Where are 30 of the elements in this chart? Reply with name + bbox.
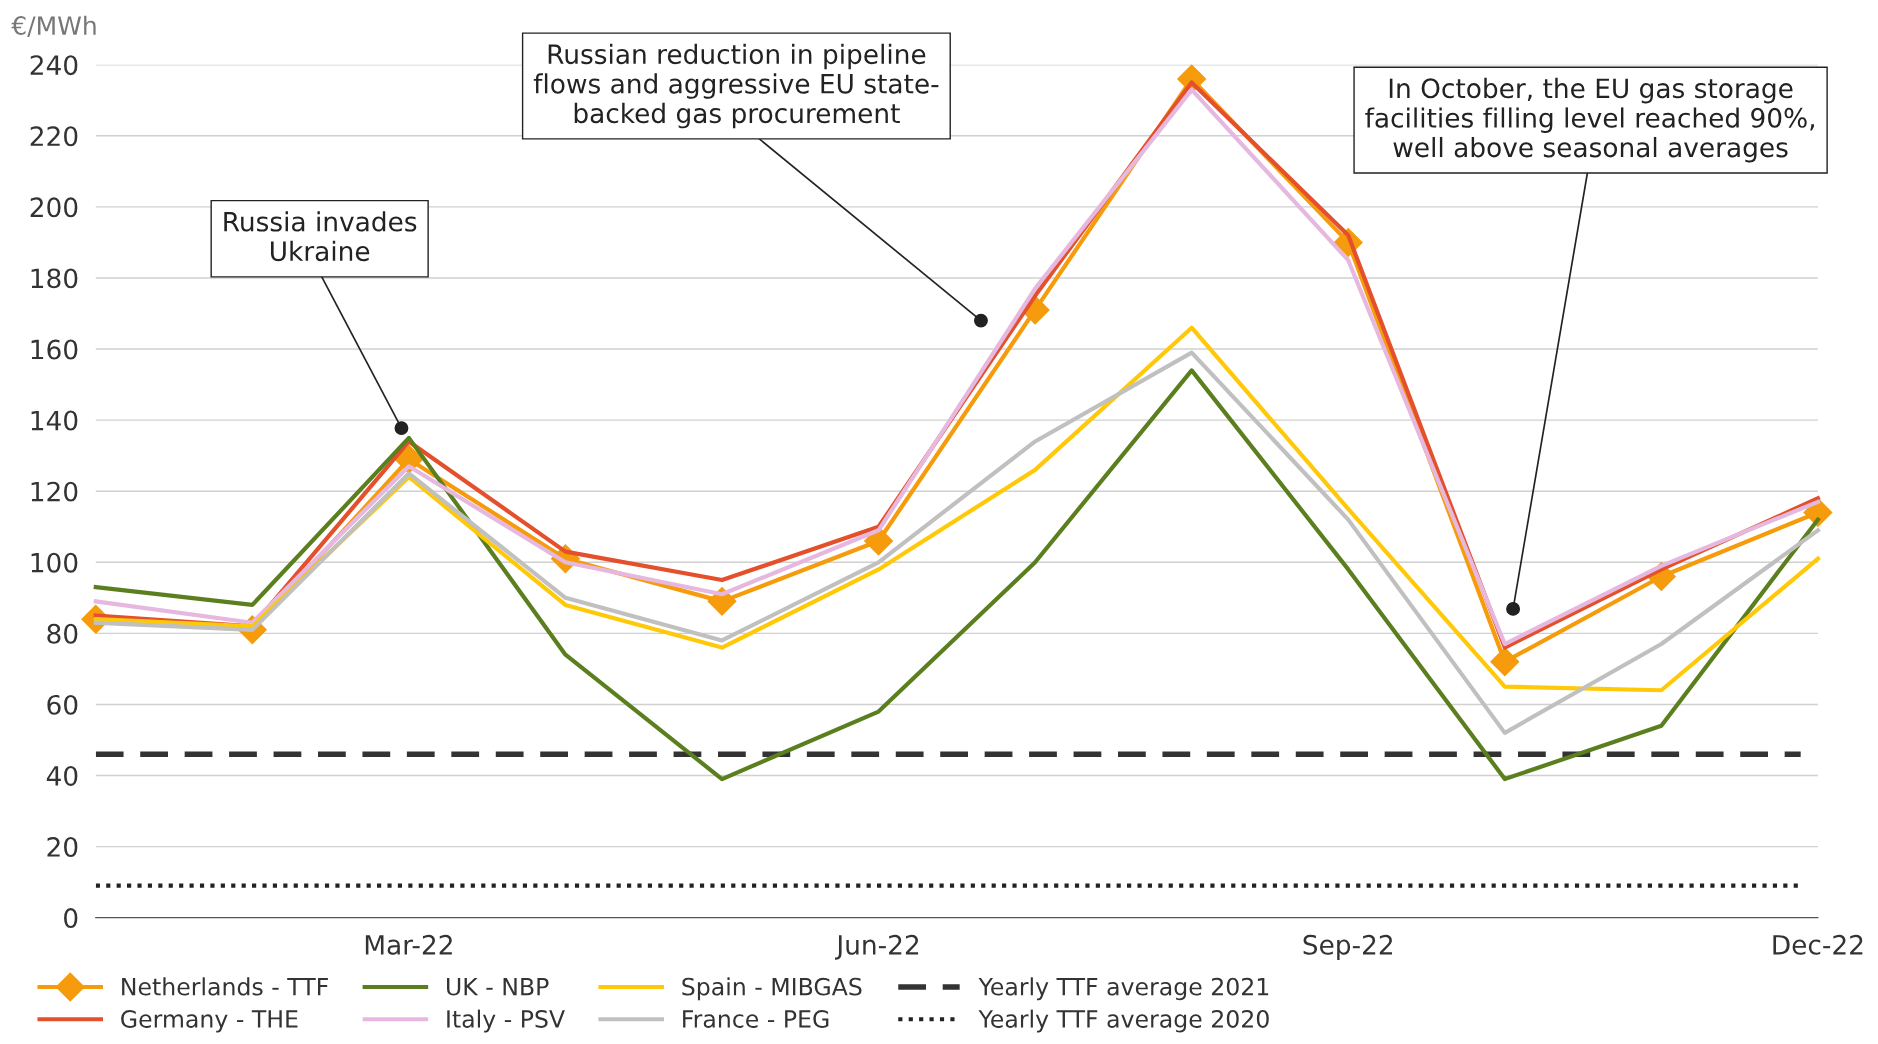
x-tick-label: Mar-22 — [365, 934, 452, 955]
annotation: Russia invades Ukraine — [224, 211, 417, 262]
x-tick-label: Sep-22 — [1303, 934, 1393, 960]
y-tick-label: 200 — [30, 197, 78, 218]
y-tick-label: 140 — [31, 410, 78, 431]
legend-label: Yearly TTF average 2020 — [978, 1009, 1269, 1033]
y-tick-label: 20 — [47, 837, 78, 857]
point — [1490, 647, 1520, 677]
y-tick-label: 100 — [31, 552, 78, 573]
x-tick-label: Jun-22 — [835, 934, 919, 960]
y-tick-label: 220 — [30, 126, 78, 147]
y-tick-label: 80 — [47, 623, 78, 644]
legend-label: UK - NBP — [447, 978, 549, 996]
legend-label: Netherlands - TTF — [122, 977, 328, 996]
legend-label: France - PEG — [683, 1010, 829, 1028]
annotation: Russian reduction in pipeline flows and aggressive EU state- backed gas procurement — [533, 43, 939, 129]
y-tick-label: 120 — [31, 481, 78, 502]
y-axis-title: €/MWh — [11, 15, 96, 37]
legend-label: Spain - MIBGAS — [682, 977, 862, 1001]
legend-label: Germany - THE — [121, 1010, 298, 1033]
y-tick-label: 40 — [46, 765, 78, 786]
y-tick-label: 240 — [30, 55, 78, 76]
y-tick-label: 60 — [47, 694, 78, 715]
y-tick-label: 0 — [64, 908, 78, 929]
y-tick-label: 160 — [31, 339, 78, 360]
legend-label: Yearly TTF average 2021 — [978, 977, 1269, 1001]
x-tick-label: Dec-22 — [1773, 934, 1863, 955]
legend-label: Italy - PSV — [447, 1009, 565, 1033]
y-tick-label: 180 — [31, 268, 78, 289]
annotation: In October, the EU gas storage facilities filling level reached 90%, well above seasonal averages — [1365, 77, 1814, 163]
